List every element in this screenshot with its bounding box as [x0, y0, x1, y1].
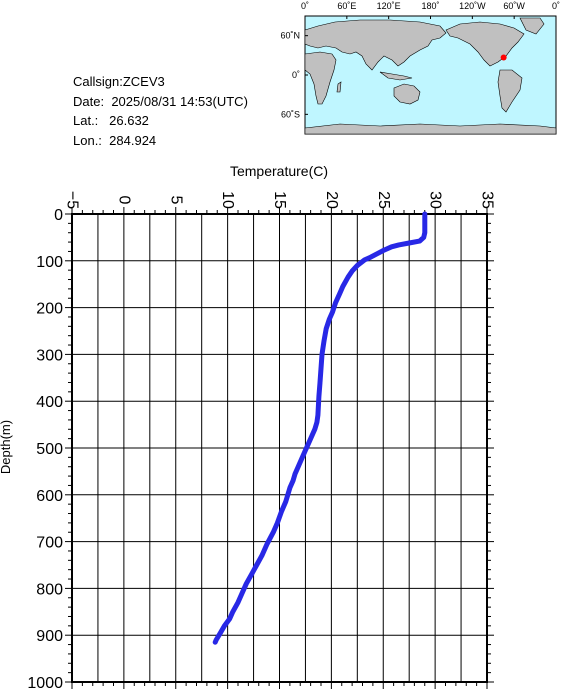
map-lon-label: 120˚W — [459, 1, 486, 11]
y-tick-label: 400 — [36, 394, 63, 411]
lat-value: 26.632 — [109, 113, 149, 128]
y-tick-label: 900 — [36, 628, 63, 645]
lat-label: Lat.: — [73, 113, 99, 128]
map-lon-labels: 0˚ 60˚E 120˚E 180˚ 120˚W 60˚W 0˚ — [301, 1, 560, 11]
x-axis-title: Temperature(C) — [230, 163, 328, 179]
y-tick-label: 100 — [36, 254, 63, 271]
map-lon-label: 60˚E — [337, 1, 356, 11]
map-lon-label: 0˚ — [552, 1, 560, 11]
y-tick-label: 700 — [36, 535, 63, 552]
x-tick-label: 5 — [167, 196, 184, 205]
y-tick-label: 600 — [36, 488, 63, 505]
lon-row: Lon.: 284.924 — [73, 131, 248, 151]
chart-grid — [65, 207, 494, 689]
x-tick-labels: −5 0 5 10 15 20 25 30 35 — [64, 191, 496, 209]
y-tick-labels: 0 100 200 300 400 500 600 700 800 900 1000 — [27, 207, 63, 690]
station-marker — [500, 54, 507, 61]
x-tick-label: 25 — [375, 191, 392, 209]
y-tick-label: 200 — [36, 301, 63, 318]
temperature-profile — [212, 211, 428, 645]
world-map: 0˚ 60˚E 120˚E 180˚ 120˚W 60˚W 0˚ 60˚N 0˚ 60˚S — [280, 1, 560, 135]
land-africa — [304, 51, 337, 105]
lon-value: 284.924 — [109, 132, 157, 148]
x-tick-label: 0 — [115, 196, 132, 205]
callsign-text: Callsign:ZCEV3 — [73, 74, 165, 89]
date-value: 2025/08/31 14:53(UTC) — [111, 93, 248, 109]
date-row: Date: 2025/08/31 14:53(UTC) — [73, 92, 248, 112]
x-tick-label: 20 — [323, 191, 340, 209]
land-australia — [393, 83, 421, 105]
map-ticks — [304, 16, 557, 115]
land-eurasia — [304, 19, 447, 71]
x-tick-label: 35 — [479, 191, 496, 209]
x-tick-label: 30 — [427, 191, 444, 209]
land-antarctica — [304, 123, 557, 135]
plot-frame — [71, 213, 488, 683]
land-south-america — [497, 69, 523, 113]
y-tick-label: 1000 — [27, 675, 63, 690]
map-lat-label: 0˚ — [292, 70, 300, 80]
y-tick-label: 800 — [36, 581, 63, 598]
x-tick-label: −5 — [64, 191, 81, 209]
map-lat-label: 60˚S — [281, 109, 300, 119]
y-tick-label: 0 — [54, 207, 63, 224]
series-line — [212, 211, 428, 645]
land-indonesia — [379, 71, 413, 81]
map-lon-label: 120˚E — [377, 1, 401, 11]
date-label: Date: — [73, 93, 105, 109]
land-greenland — [519, 17, 545, 35]
lat-row: Lat.: 26.632 — [73, 111, 248, 131]
map-lon-label: 180˚ — [421, 1, 439, 11]
map-lon-label: 0˚ — [301, 1, 309, 11]
land-madagascar — [336, 81, 342, 93]
map-lat-labels: 60˚N 0˚ 60˚S — [280, 31, 300, 120]
x-tick-label: 10 — [219, 191, 236, 209]
lon-label: Lon.: — [73, 132, 102, 148]
map-lon-label: 60˚W — [503, 1, 525, 11]
y-axis-title: Depth(m) — [0, 420, 13, 474]
y-tick-label: 300 — [36, 347, 63, 364]
map-lat-label: 60˚N — [280, 31, 300, 41]
y-tick-label: 500 — [36, 441, 63, 458]
station-info: Callsign:ZCEV3 Date: 2025/08/31 14:53(UT… — [73, 72, 248, 150]
x-tick-label: 15 — [271, 191, 288, 209]
